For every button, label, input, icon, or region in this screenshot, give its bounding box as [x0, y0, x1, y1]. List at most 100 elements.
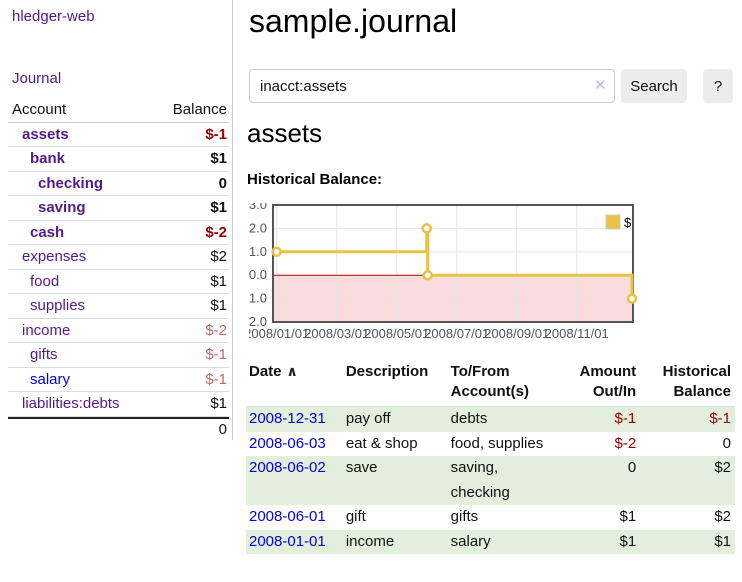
svg-text:2008/07/01: 2008/07/01 — [424, 326, 489, 341]
column-label: Historical — [662, 363, 731, 380]
column-label: Amount — [579, 363, 637, 380]
account-balance: $1 — [210, 395, 227, 413]
account-link[interactable]: supplies — [30, 297, 86, 315]
sidebar-item-saving[interactable]: saving $1 — [8, 196, 229, 221]
sidebar-item-journal[interactable]: Journal — [12, 70, 62, 87]
help-button[interactable]: ? — [703, 69, 733, 103]
svg-text:0.0: 0.0 — [249, 267, 267, 282]
account-balance: $-2 — [205, 321, 227, 339]
svg-text:3.0: 3.0 — [249, 203, 267, 212]
transaction-date-link[interactable]: 2008-06-03 — [249, 434, 326, 452]
sidebar-item-assets[interactable]: assets $-1 — [8, 123, 229, 147]
sidebar-item-income[interactable]: income $-2 — [8, 319, 229, 343]
transaction-date-link[interactable]: 2008-06-01 — [249, 508, 326, 525]
account-link[interactable]: liabilities:debts — [22, 395, 120, 413]
transaction-amount: $-2 — [614, 434, 637, 452]
table-row: 2008-06-02 save saving, checking 0 $2 — [246, 456, 735, 505]
account-link[interactable]: expenses — [22, 248, 87, 266]
svg-text:-2.0: -2.0 — [249, 314, 267, 329]
column-header-amount: Amount Out/In — [561, 362, 637, 407]
column-header-date: Date ∧ — [246, 362, 346, 407]
account-link[interactable]: saving — [38, 199, 86, 217]
register-header-row: Date ∧ Description To/From Account(s) Amo… — [246, 362, 735, 407]
chart-canvas: $3.0 2.0 1.0 0.0 -1.0 -2.02008/01/012008/03/0… — [244, 197, 638, 341]
table-row: 2008-06-01 gift gifts $1 $2 — [246, 505, 735, 530]
account-balance: $1 — [210, 150, 227, 168]
transaction-accounts: debts — [450, 410, 488, 427]
table-row: 2008-12-31 pay off debts $-1 $-1 — [246, 406, 735, 432]
search-button[interactable]: Search — [621, 69, 687, 103]
transaction-accounts: food, supplies — [450, 434, 544, 452]
transaction-balance: $2 — [714, 508, 731, 525]
transaction-accounts: salary — [450, 532, 491, 550]
account-link[interactable]: bank — [30, 150, 66, 168]
account-balance: $1 — [210, 297, 227, 315]
historical-balance-chart: $3.0 2.0 1.0 0.0 -1.0 -2.02008/01/012008/03/0… — [244, 197, 669, 351]
sidebar-item-cash[interactable]: cash $-2 — [8, 221, 229, 245]
transaction-balance: $1 — [714, 532, 731, 550]
account-link[interactable]: income — [22, 321, 71, 339]
transaction-description: eat & shop — [345, 434, 418, 452]
column-header-balance: Historical Balance — [636, 362, 735, 407]
accounts-header-balance: Balance — [172, 101, 227, 119]
svg-text:1.0: 1.0 — [249, 244, 267, 259]
svg-text:2.0: 2.0 — [249, 220, 267, 235]
account-balance: $-1 — [205, 370, 227, 388]
app-title-link[interactable]: hledger-web — [12, 8, 95, 25]
sidebar-item-gifts[interactable]: gifts $-1 — [8, 343, 229, 368]
column-header-description: Description — [345, 362, 451, 407]
transaction-description: pay off — [345, 410, 391, 427]
svg-text:$: $ — [624, 215, 632, 230]
transaction-description: gift — [345, 508, 366, 525]
account-link[interactable]: food — [30, 272, 60, 290]
chart-title: Historical Balance: — [247, 171, 383, 188]
account-heading: assets — [247, 118, 323, 148]
transaction-amount: 0 — [627, 459, 637, 476]
account-balance: $-1 — [205, 346, 227, 364]
account-link[interactable]: cash — [30, 223, 65, 241]
account-link[interactable]: gifts — [30, 346, 58, 364]
transaction-date-link[interactable]: 2008-01-01 — [249, 532, 326, 550]
svg-text:2008/09/01: 2008/09/01 — [484, 326, 549, 341]
clear-search-icon[interactable]: ✕ — [594, 77, 607, 94]
sidebar-item-bank[interactable]: bank $1 — [8, 147, 229, 172]
sidebar-item-food[interactable]: food $1 — [8, 270, 229, 294]
sidebar-item-expenses[interactable]: expenses $2 — [8, 245, 229, 270]
accounts-table-header: Account Balance — [8, 98, 229, 123]
svg-text:2008/05/01: 2008/05/01 — [364, 326, 429, 341]
transaction-balance: $2 — [714, 459, 731, 476]
column-header-accounts: To/From Account(s) — [450, 362, 562, 407]
accounts-header-account: Account — [12, 101, 67, 119]
account-balance: $1 — [210, 199, 227, 217]
svg-text:2008/01/01: 2008/01/01 — [249, 326, 309, 341]
transaction-amount: $1 — [619, 532, 637, 550]
account-balance: $2 — [210, 248, 227, 266]
svg-text:-1.0: -1.0 — [249, 291, 267, 306]
account-link[interactable]: assets — [22, 125, 69, 143]
search-input[interactable] — [249, 69, 615, 103]
sidebar-item-salary[interactable]: salary $-1 — [8, 368, 229, 392]
account-balance: $-1 — [205, 125, 227, 143]
page-title: sample.journal — [249, 3, 458, 39]
transaction-description: income — [345, 532, 395, 550]
transaction-accounts: gifts — [450, 508, 479, 525]
transaction-balance: $-1 — [709, 410, 731, 427]
transaction-accounts: saving, checking — [450, 459, 510, 501]
account-balance: 0 — [218, 174, 227, 192]
svg-text:2008/03/01: 2008/03/01 — [304, 326, 369, 341]
table-row: 2008-01-01 income salary $1 $1 — [246, 529, 735, 554]
column-label: Balance — [673, 382, 731, 400]
sidebar-item-liabilities-debts[interactable]: liabilities:debts $1 — [8, 392, 229, 417]
sort-ascending-icon: ∧ — [286, 363, 298, 379]
accounts-total-row: 0 — [8, 416, 229, 442]
sidebar-item-supplies[interactable]: supplies $1 — [8, 294, 229, 319]
accounts-total-value: 0 — [218, 421, 227, 439]
transaction-description: save — [345, 459, 378, 476]
transaction-date-link[interactable]: 2008-12-31 — [249, 410, 326, 427]
register-table: Date ∧ Description To/From Account(s) Amo… — [246, 362, 735, 554]
transaction-amount: $-1 — [614, 410, 637, 427]
account-link[interactable]: salary — [30, 370, 71, 388]
account-link[interactable]: checking — [38, 174, 104, 192]
transaction-date-link[interactable]: 2008-06-02 — [249, 459, 326, 476]
sidebar-item-checking[interactable]: checking 0 — [8, 172, 229, 196]
